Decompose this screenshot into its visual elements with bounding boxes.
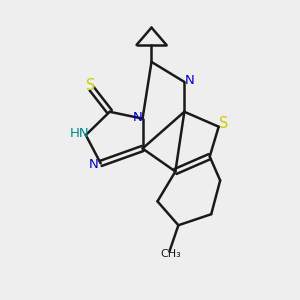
Text: N: N (185, 74, 195, 87)
Text: CH₃: CH₃ (160, 249, 181, 259)
Text: N: N (88, 158, 98, 170)
Text: S: S (85, 78, 95, 93)
Text: N: N (132, 111, 142, 124)
Text: HN: HN (69, 127, 89, 140)
Text: S: S (219, 116, 229, 130)
